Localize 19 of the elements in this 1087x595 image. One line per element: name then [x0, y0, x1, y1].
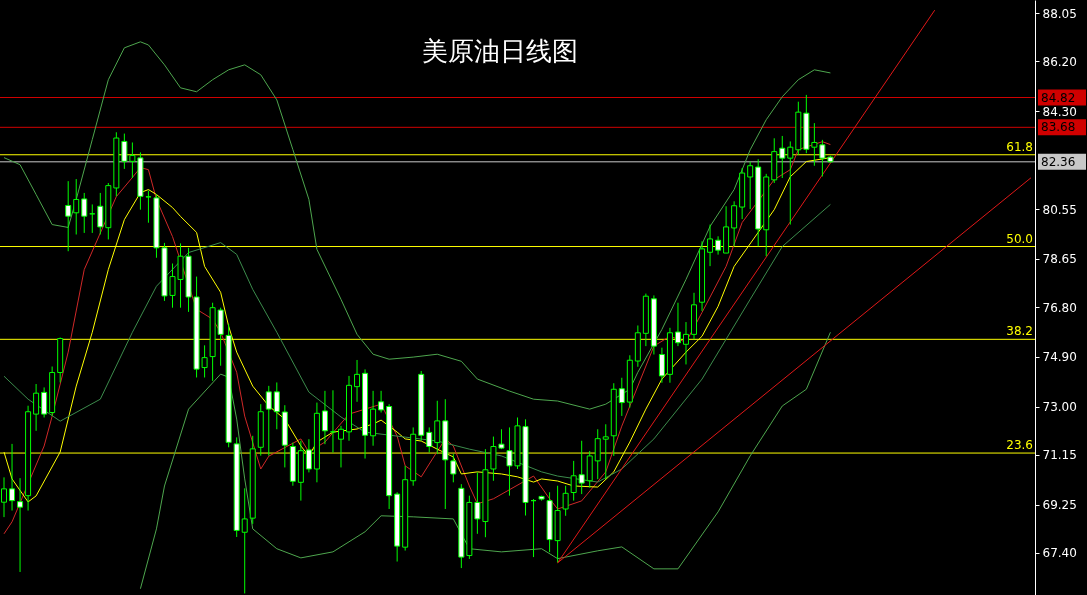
y-tick-label: 86.20 [1042, 54, 1077, 69]
y-tick-label: 76.80 [1042, 300, 1077, 315]
ref-line-label: 82.36 [1041, 154, 1076, 169]
y-tick-label: 88.05 [1042, 6, 1077, 21]
y-tick-label: 69.25 [1042, 498, 1077, 513]
y-tick-label: 78.65 [1042, 252, 1077, 267]
y-tick-label: 74.90 [1042, 350, 1077, 365]
y-tick-label: 67.40 [1042, 546, 1077, 561]
annotation: 61.8 [1006, 139, 1033, 154]
y-tick-label: 80.55 [1042, 202, 1077, 217]
ref-line-label: 84.82 [1041, 90, 1076, 105]
annotation: 50.0 [1006, 231, 1033, 246]
y-tick-label: 73.00 [1042, 400, 1077, 415]
y-tick-label: 71.15 [1042, 448, 1077, 463]
annotation: 38.2 [1006, 324, 1033, 339]
ref-line-label: 83.68 [1041, 120, 1076, 135]
y-tick-label: 84.30 [1042, 104, 1077, 119]
text: 美原油日线图 [422, 36, 578, 66]
annotation: 23.6 [1006, 438, 1033, 453]
